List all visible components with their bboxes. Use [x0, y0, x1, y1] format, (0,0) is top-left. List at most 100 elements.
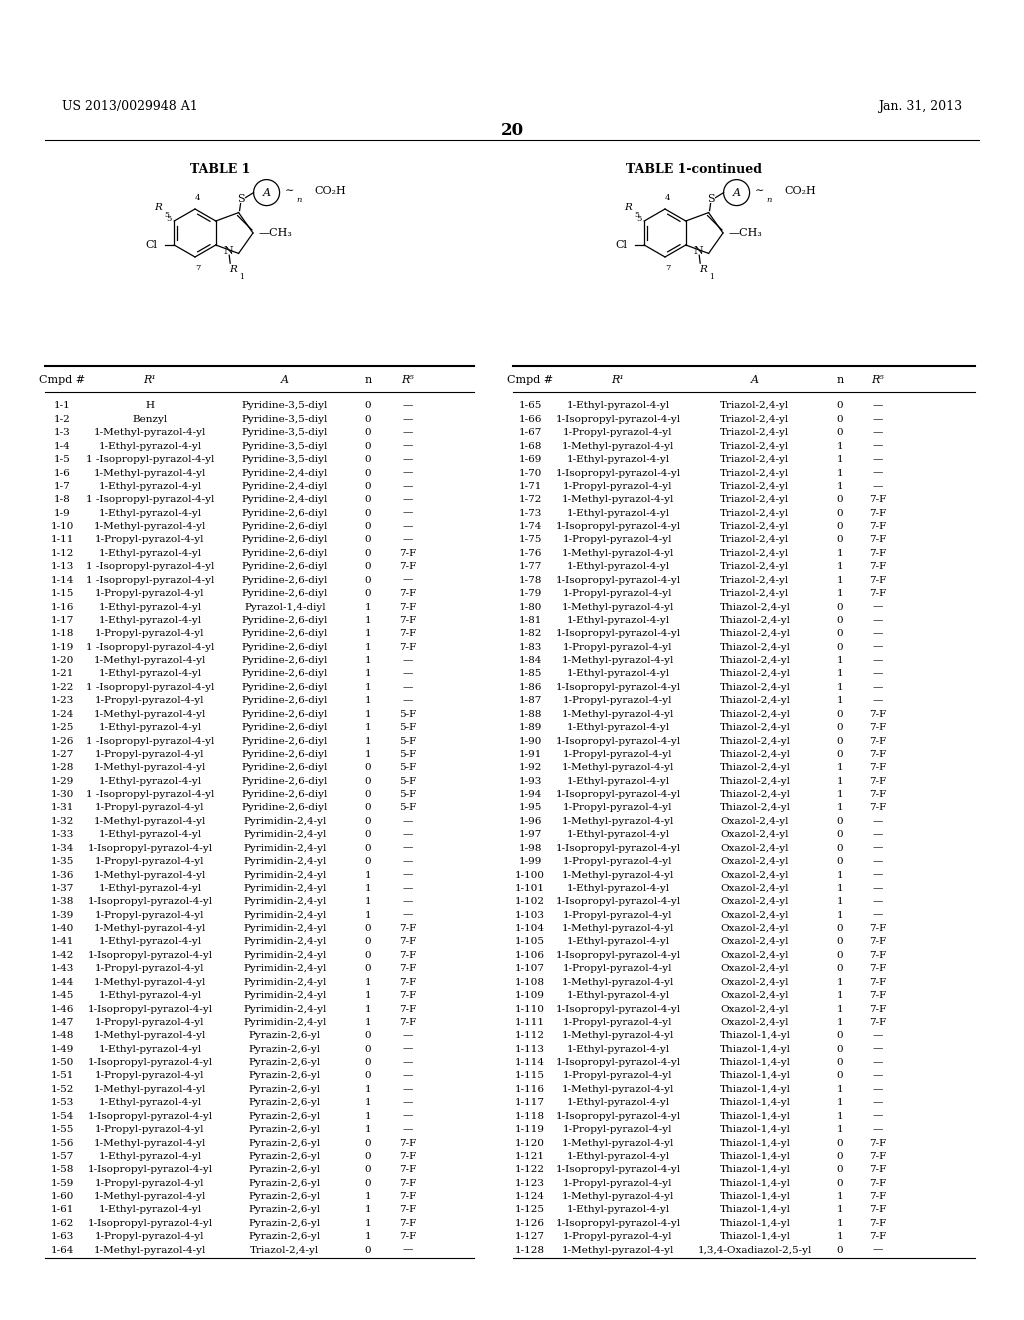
Text: 1-60: 1-60 [50, 1192, 74, 1201]
Text: 1-113: 1-113 [515, 1044, 545, 1053]
Text: 20: 20 [501, 121, 523, 139]
Text: 1: 1 [365, 669, 372, 678]
Text: Pyridine-2,6-diyl: Pyridine-2,6-diyl [242, 630, 328, 639]
Text: 1-Ethyl-pyrazol-4-yl: 1-Ethyl-pyrazol-4-yl [566, 991, 670, 1001]
Text: 1-Ethyl-pyrazol-4-yl: 1-Ethyl-pyrazol-4-yl [566, 884, 670, 892]
Text: 1-Methyl-pyrazol-4-yl: 1-Methyl-pyrazol-4-yl [562, 442, 674, 450]
Text: 1-Ethyl-pyrazol-4-yl: 1-Ethyl-pyrazol-4-yl [98, 482, 202, 491]
Text: R¹: R¹ [143, 375, 157, 385]
Text: 1-114: 1-114 [515, 1059, 545, 1067]
Text: 7-F: 7-F [869, 723, 887, 733]
Text: 1-Methyl-pyrazol-4-yl: 1-Methyl-pyrazol-4-yl [562, 602, 674, 611]
Text: 1-Methyl-pyrazol-4-yl: 1-Methyl-pyrazol-4-yl [562, 978, 674, 987]
Text: Oxazol-2,4-yl: Oxazol-2,4-yl [721, 924, 790, 933]
Text: 1-91: 1-91 [518, 750, 542, 759]
Text: 1-15: 1-15 [50, 589, 74, 598]
Text: 1-25: 1-25 [50, 723, 74, 733]
Text: 1-Propyl-pyrazol-4-yl: 1-Propyl-pyrazol-4-yl [95, 804, 205, 813]
Text: 1: 1 [365, 643, 372, 652]
Text: 1-Isopropyl-pyrazol-4-yl: 1-Isopropyl-pyrazol-4-yl [555, 682, 681, 692]
Text: Pyridine-2,6-diyl: Pyridine-2,6-diyl [242, 776, 328, 785]
Text: —: — [872, 817, 883, 826]
Text: 1-Isopropyl-pyrazol-4-yl: 1-Isopropyl-pyrazol-4-yl [555, 414, 681, 424]
Text: 1-Propyl-pyrazol-4-yl: 1-Propyl-pyrazol-4-yl [563, 536, 673, 544]
Text: 0: 0 [365, 589, 372, 598]
Text: 7-F: 7-F [399, 1152, 417, 1160]
Text: 1-61: 1-61 [50, 1205, 74, 1214]
Text: Triazol-2,4-yl: Triazol-2,4-yl [720, 508, 790, 517]
Text: —: — [402, 495, 414, 504]
Text: 1-69: 1-69 [518, 455, 542, 465]
Text: 0: 0 [365, 924, 372, 933]
Text: —: — [872, 1111, 883, 1121]
Text: —: — [402, 508, 414, 517]
Text: 0: 0 [365, 536, 372, 544]
Text: 1-62: 1-62 [50, 1218, 74, 1228]
Text: 1-58: 1-58 [50, 1166, 74, 1175]
Text: Pyridine-2,6-diyl: Pyridine-2,6-diyl [242, 763, 328, 772]
Text: 1-Isopropyl-pyrazol-4-yl: 1-Isopropyl-pyrazol-4-yl [87, 1059, 213, 1067]
Text: 1: 1 [365, 682, 372, 692]
Text: 1-Methyl-pyrazol-4-yl: 1-Methyl-pyrazol-4-yl [562, 495, 674, 504]
Text: 1-Ethyl-pyrazol-4-yl: 1-Ethyl-pyrazol-4-yl [98, 508, 202, 517]
Text: Oxazol-2,4-yl: Oxazol-2,4-yl [721, 978, 790, 987]
Text: 1-Isopropyl-pyrazol-4-yl: 1-Isopropyl-pyrazol-4-yl [555, 576, 681, 585]
Text: 1-21: 1-21 [50, 669, 74, 678]
Text: 1-121: 1-121 [515, 1152, 545, 1160]
Text: 1: 1 [837, 1098, 844, 1107]
Text: —: — [872, 401, 883, 411]
Text: 7-F: 7-F [869, 1005, 887, 1014]
Text: Oxazol-2,4-yl: Oxazol-2,4-yl [721, 857, 790, 866]
Text: Pyridine-3,5-diyl: Pyridine-3,5-diyl [242, 455, 328, 465]
Text: 1-39: 1-39 [50, 911, 74, 920]
Text: —: — [402, 1111, 414, 1121]
Text: —: — [402, 682, 414, 692]
Text: —: — [872, 616, 883, 624]
Text: 1-Propyl-pyrazol-4-yl: 1-Propyl-pyrazol-4-yl [563, 589, 673, 598]
Text: 1: 1 [837, 1233, 844, 1241]
Text: —: — [872, 602, 883, 611]
Text: 1-68: 1-68 [518, 442, 542, 450]
Text: 1-Isopropyl-pyrazol-4-yl: 1-Isopropyl-pyrazol-4-yl [87, 1218, 213, 1228]
Text: 0: 0 [837, 401, 844, 411]
Text: 1-Isopropyl-pyrazol-4-yl: 1-Isopropyl-pyrazol-4-yl [555, 898, 681, 907]
Text: 0: 0 [837, 937, 844, 946]
Text: 1-23: 1-23 [50, 697, 74, 705]
Text: 0: 0 [365, 1179, 372, 1188]
Text: 1-Isopropyl-pyrazol-4-yl: 1-Isopropyl-pyrazol-4-yl [555, 843, 681, 853]
Text: 0: 0 [365, 1166, 372, 1175]
Text: —: — [872, 843, 883, 853]
Text: 1: 1 [837, 682, 844, 692]
Text: Pyrazin-2,6-yl: Pyrazin-2,6-yl [249, 1192, 322, 1201]
Text: Pyrazin-2,6-yl: Pyrazin-2,6-yl [249, 1044, 322, 1053]
Text: 5: 5 [164, 211, 169, 219]
Text: 1: 1 [710, 273, 714, 281]
Text: 1-110: 1-110 [515, 1005, 545, 1014]
Text: ∼: ∼ [755, 186, 764, 195]
Text: 0: 0 [365, 776, 372, 785]
Text: CO₂H: CO₂H [314, 186, 346, 195]
Text: 7-F: 7-F [869, 1018, 887, 1027]
Text: 1: 1 [365, 911, 372, 920]
Text: Cl: Cl [615, 240, 628, 249]
Text: Pyrimidin-2,4-yl: Pyrimidin-2,4-yl [244, 924, 327, 933]
Text: 1: 1 [837, 1005, 844, 1014]
Text: 1-Methyl-pyrazol-4-yl: 1-Methyl-pyrazol-4-yl [562, 710, 674, 718]
Text: Triazol-2,4-yl: Triazol-2,4-yl [720, 428, 790, 437]
Text: 1 -Isopropyl-pyrazol-4-yl: 1 -Isopropyl-pyrazol-4-yl [86, 737, 214, 746]
Text: Pyrimidin-2,4-yl: Pyrimidin-2,4-yl [244, 978, 327, 987]
Text: S: S [707, 194, 715, 203]
Text: Pyrimidin-2,4-yl: Pyrimidin-2,4-yl [244, 898, 327, 907]
Text: 7-F: 7-F [399, 924, 417, 933]
Text: 0: 0 [365, 950, 372, 960]
Text: 1-14: 1-14 [50, 576, 74, 585]
Text: Thiazol-2,4-yl: Thiazol-2,4-yl [720, 737, 791, 746]
Text: 7-F: 7-F [869, 776, 887, 785]
Text: 1-Methyl-pyrazol-4-yl: 1-Methyl-pyrazol-4-yl [94, 763, 206, 772]
Text: 7-F: 7-F [399, 589, 417, 598]
Text: 7-F: 7-F [399, 965, 417, 973]
Text: 7-F: 7-F [869, 950, 887, 960]
Text: A: A [751, 375, 759, 385]
Text: Pyridine-2,6-diyl: Pyridine-2,6-diyl [242, 589, 328, 598]
Text: Thiazol-1,4-yl: Thiazol-1,4-yl [720, 1059, 791, 1067]
